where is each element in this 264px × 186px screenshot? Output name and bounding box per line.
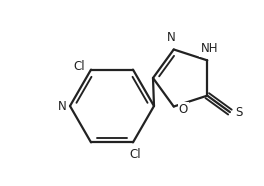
- Text: Cl: Cl: [73, 60, 85, 73]
- Text: N: N: [58, 100, 67, 113]
- Text: S: S: [235, 106, 242, 119]
- Text: O: O: [179, 103, 188, 116]
- Text: Cl: Cl: [129, 148, 141, 161]
- Text: NH: NH: [201, 42, 218, 55]
- Text: N: N: [167, 31, 176, 44]
